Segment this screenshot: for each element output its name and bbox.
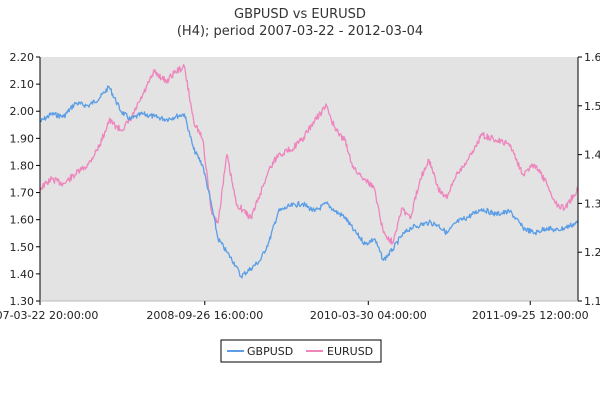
left-tick-label: 2.20 [10, 51, 35, 64]
legend-box [220, 339, 382, 363]
left-tick-label: 1.60 [10, 214, 35, 227]
left-tick-label: 2.10 [10, 78, 35, 91]
x-tick-label: 2007-03-22 20:00:00 [0, 309, 98, 322]
left-axis-ticks: 1.30 1.40 1.50 1.60 1.70 1.80 1.90 2.00 2.10 2.20 [10, 51, 40, 308]
left-tick-label: 1.70 [10, 187, 35, 200]
x-tick-label: 2010-03-30 04:00:00 [310, 309, 427, 322]
left-tick-label: 2.00 [10, 105, 35, 118]
right-tick-label: 1.6 [584, 51, 600, 64]
x-tick-label: 2011-09-25 12:00:00 [472, 309, 589, 322]
right-tick-label: 1.5 [584, 100, 600, 113]
left-tick-label: 1.50 [10, 241, 35, 254]
left-tick-label: 1.40 [10, 268, 35, 281]
series-line-gbpusd [39, 85, 579, 279]
left-tick-label: 1.90 [10, 132, 35, 145]
left-tick-label: 1.80 [10, 159, 35, 172]
left-tick-label: 1.30 [10, 295, 35, 308]
right-tick-label: 1.4 [584, 149, 600, 162]
chart-subtitle: (H4); period 2007-03-22 - 2012-03-04 [177, 24, 423, 39]
x-axis-ticks: 2007-03-22 20:00:00 2008-09-26 16:00:00 20… [0, 301, 589, 322]
legend: GBPUSD EURUSD [220, 339, 382, 363]
right-tick-label: 1.2 [584, 246, 600, 259]
x-tick-label: 2008-09-26 16:00:00 [146, 309, 263, 322]
right-tick-label: 1.1 [584, 295, 600, 308]
legend-label-eurusd: EURUSD [327, 345, 373, 358]
series-line-eurusd [39, 64, 579, 245]
right-axis-ticks: 1.1 1.2 1.3 1.4 1.5 1.6 [578, 51, 600, 308]
chart-title: GBPUSD vs EURUSD [234, 7, 366, 22]
right-tick-label: 1.3 [584, 197, 600, 210]
legend-label-gbpusd: GBPUSD [247, 345, 293, 358]
series-layer [39, 64, 579, 279]
plot-area [40, 57, 578, 301]
